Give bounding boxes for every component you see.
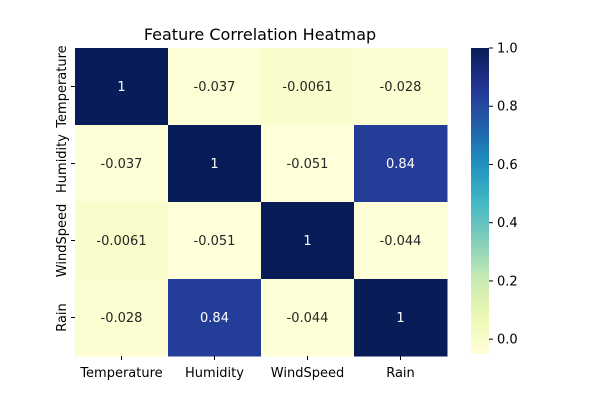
cell-value-label: 1 (303, 234, 311, 249)
heatmap-cell (354, 202, 448, 280)
x-tick-label: Temperature (79, 366, 162, 381)
colorbar-tick-label: 1.0 (497, 42, 518, 57)
colorbar-tick-label: 0.4 (497, 216, 518, 231)
heatmap-cell (168, 202, 262, 280)
y-tick-label: Temperature (55, 45, 70, 128)
heatmap-cell (354, 125, 448, 203)
heatmap-cell (75, 279, 169, 357)
colorbar-tick-label: 0.8 (497, 100, 518, 115)
cell-value-label: -0.051 (287, 157, 329, 172)
cell-value-label: 1 (117, 80, 125, 95)
cell-value-label: -0.028 (101, 311, 143, 326)
colorbar-tick-label: 0.6 (497, 158, 518, 173)
heatmap-cell (168, 48, 262, 126)
cell-value-label: -0.037 (194, 80, 236, 95)
heatmap-cells: 1 -0.037 -0.0061 -0.028 -0.037 1 -0.051 0.84 -0.… (75, 48, 448, 357)
y-axis: Temperature Humidity WindSpeed Rain (55, 45, 75, 332)
colorbar: 0.0 0.2 0.4 0.6 0.8 1.0 (471, 42, 518, 354)
cell-value-label: -0.0061 (282, 80, 332, 95)
heatmap-cell (354, 48, 448, 126)
y-tick-label: WindSpeed (55, 204, 70, 277)
cell-value-label: 1 (210, 157, 218, 172)
cell-value-label: 0.84 (200, 311, 229, 326)
x-tick-label: Humidity (185, 366, 244, 381)
colorbar-gradient (471, 48, 489, 354)
cell-value-label: -0.0061 (96, 234, 146, 249)
y-tick-label: Rain (55, 303, 70, 332)
heatmap-cell (168, 279, 262, 357)
heatmap-cell (261, 125, 355, 203)
cell-value-label: -0.051 (194, 234, 236, 249)
colorbar-tick-label: 0.0 (497, 333, 518, 348)
heatmap-cell (168, 125, 262, 203)
cell-value-label: 0.84 (386, 157, 415, 172)
heatmap-cell (261, 48, 355, 126)
cell-value-label: 1 (396, 311, 404, 326)
cell-value-label: -0.044 (380, 234, 422, 249)
x-tick-label: WindSpeed (271, 366, 344, 381)
colorbar-ticks: 0.0 0.2 0.4 0.6 0.8 1.0 (489, 42, 518, 348)
heatmap-cell (261, 279, 355, 357)
heatmap-cell (75, 202, 169, 280)
cell-value-label: -0.028 (380, 80, 422, 95)
heatmap-cell (75, 125, 169, 203)
heatmap-cell (75, 48, 169, 126)
x-tick-label: Rain (386, 366, 415, 381)
cell-value-label: -0.037 (101, 157, 143, 172)
x-axis: Temperature Humidity WindSpeed Rain (79, 356, 415, 381)
chart-title: Feature Correlation Heatmap (144, 25, 376, 44)
colorbar-tick-label: 0.2 (497, 274, 518, 289)
cell-value-label: -0.044 (287, 311, 329, 326)
heatmap-cell (261, 202, 355, 280)
y-tick-label: Humidity (55, 134, 70, 193)
heatmap-cell (354, 279, 448, 357)
